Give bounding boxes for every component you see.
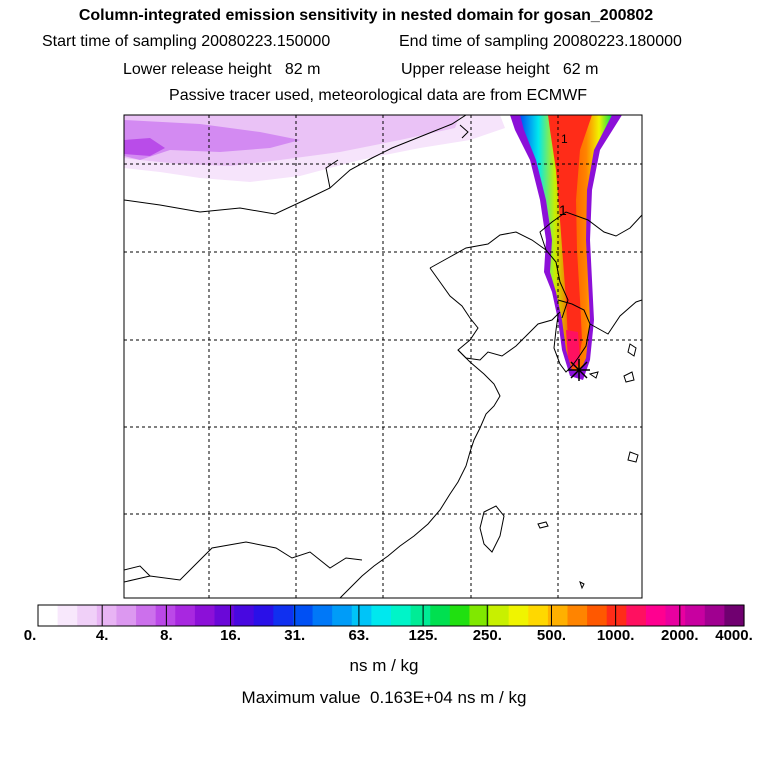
start-time-label: Start time of sampling [42,33,197,50]
colorbar-swatch [351,605,372,626]
lower-release-height: Lower release height 82 m [123,61,320,79]
colorbar-swatch [136,605,157,626]
colorbar-swatch [155,605,176,626]
colorbar-swatch [626,605,647,626]
colorbar-tick-label: 500. [536,627,567,644]
colorbar-swatch [292,605,314,626]
colorbar-swatch [430,605,451,626]
colorbar-tick-label: 63. [348,627,370,644]
colorbar-tick-label: 31. [284,627,306,644]
maximum-value-label: Maximum value [241,688,361,707]
colorbar-swatch [645,605,667,626]
colorbar-swatch [567,605,588,626]
colorbar-swatch [371,605,392,626]
colorbar-swatch [312,605,333,626]
colorbar-swatch [194,605,216,626]
colorbar-swatch [391,605,412,626]
colorbar-swatch [606,605,627,626]
colorbar-tick-label: 16. [220,627,241,644]
colorbar-tick-label: 1000. [596,627,635,644]
sensitivity-map: 1 1 [37,114,745,627]
start-time: Start time of sampling 20080223.150000 [42,33,330,51]
colorbar-swatch [38,605,59,626]
maximum-value: Maximum value 0.163E+04 ns m / kg [0,688,768,708]
colorbar-tick-label: 4000. [715,627,753,644]
colorbar-swatch [508,605,529,626]
colorbar-swatch [273,605,294,626]
lower-height-value: 82 m [284,61,321,78]
end-time-value: 20080223.180000 [552,33,682,50]
colorbar-swatch [724,605,745,626]
colorbar-tick-label: 125. [408,627,438,644]
colorbar-swatch [253,605,274,626]
colorbar-swatch [332,605,353,626]
colorbar-swatch [449,605,471,626]
maximum-value-unit: ns m / kg [457,688,527,707]
colorbar-tick-label: 2000. [661,627,699,644]
release-site-marker [568,359,590,381]
start-time-value: 20080223.150000 [201,33,331,50]
colorbar-swatch [489,605,510,626]
colorbar-swatch [547,605,569,626]
colorbar-swatch [116,605,137,626]
maximum-value-number: 0.163E+04 [370,688,453,707]
upper-height-label: Upper release height [401,61,550,78]
colorbar-swatch [665,605,686,626]
graticule [124,115,642,598]
map-frame [123,114,643,599]
upper-release-height: Upper release height 62 m [401,61,598,79]
colorbar-swatch [587,605,608,626]
colorbar-tick-label: 250. [472,627,502,644]
colorbar-swatch [175,605,196,626]
upper-height-value: 62 m [562,61,599,78]
map-content: 1 1 [124,115,642,598]
colorbar-swatch [77,605,98,626]
colorbar-swatch [704,605,725,626]
plume-marker-2: 1 [559,202,567,218]
tracer-note: Passive tracer used, meteorological data… [169,87,587,104]
colorbar-tick-label: 4. [95,627,109,644]
colorbar-swatch [410,605,431,626]
colorbar-swatch [57,605,78,626]
colorbar-frame [37,604,745,627]
colorbar-swatch [234,605,255,626]
plume-core [548,115,592,366]
colorbar-unit: ns m / kg [349,656,419,675]
lower-height-label: Lower release height [123,61,272,78]
end-time: End time of sampling 20080223.180000 [399,33,682,51]
colorbar-tick-label: 8. [160,627,173,644]
page-title: Column-integrated emission sensitivity i… [78,7,654,24]
coastlines [124,115,642,598]
colorbar-swatch [214,605,235,626]
colorbar-swatch [528,605,549,626]
colorbar-swatch [685,605,706,626]
colorbar [38,605,745,626]
sensitivity-band-high [124,120,300,160]
end-time-label: End time of sampling [399,33,549,50]
plume-marker-1: 1 [561,132,568,146]
colorbar-swatch [469,605,490,626]
sensitivity-band-core [124,138,165,156]
colorbar-swatch [96,605,118,626]
colorbar-tick-label: 0. [23,627,37,644]
